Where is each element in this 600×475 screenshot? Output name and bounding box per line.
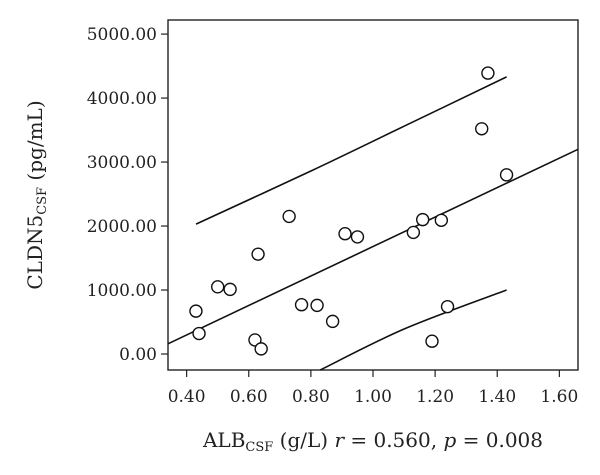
y-tick-label: 4000.00 — [87, 89, 157, 109]
y-axis-title: CLDN5CSF (pg/mL) — [23, 100, 50, 289]
x-axis-title-sub: CSF — [245, 440, 273, 455]
data-point — [475, 122, 489, 136]
data-point — [254, 342, 268, 356]
y-axis: 0.00 1000.00 2000.00 3000.00 4000.00 5000.00 — [87, 25, 168, 365]
x-tick-label: 1.00 — [354, 387, 392, 407]
data-point — [434, 213, 449, 227]
data-point — [325, 314, 340, 329]
y-axis-title-sub: CSF — [35, 187, 50, 215]
x-axis-stat-p-symbol: p — [443, 428, 456, 452]
x-tick-label: 0.40 — [168, 387, 206, 407]
data-point — [251, 247, 265, 261]
x-axis: 0.40 0.60 0.80 1.00 1.20 1.40 1.60 — [168, 370, 578, 407]
data-point — [350, 230, 365, 244]
confidence-bands — [195, 76, 507, 371]
data-point — [223, 282, 237, 297]
data-point — [440, 299, 455, 314]
x-axis-stat-r-symbol: r — [334, 428, 345, 452]
data-point — [294, 298, 309, 312]
y-tick-label: 1000.00 — [87, 281, 157, 301]
lower-confidence-curve — [319, 289, 507, 371]
data-point — [310, 298, 324, 313]
y-tick-label: 3000.00 — [87, 153, 157, 173]
data-points — [189, 66, 514, 356]
data-point — [192, 326, 206, 341]
data-point — [210, 280, 225, 294]
data-point — [338, 227, 352, 241]
upper-confidence-curve — [195, 76, 507, 225]
data-point — [282, 209, 296, 224]
x-axis-stat-p-value: = 0.008 — [456, 428, 543, 452]
data-point — [499, 168, 514, 182]
data-point — [248, 333, 262, 347]
regression-line — [167, 148, 579, 345]
x-tick-label: 1.40 — [478, 387, 516, 407]
plot-frame — [167, 19, 579, 371]
data-point — [415, 212, 430, 227]
data-point — [481, 66, 495, 80]
fit-line — [167, 148, 579, 345]
y-tick-label: 2000.00 — [87, 217, 157, 237]
x-axis-stat-r-value: = 0.560, — [344, 428, 443, 452]
x-tick-label: 1.60 — [540, 387, 578, 407]
y-axis-title-unit: (pg/mL) — [23, 100, 47, 187]
data-point — [406, 225, 421, 240]
x-tick-label: 0.60 — [230, 387, 268, 407]
y-axis-title-main: CLDN5 — [23, 215, 47, 290]
x-tick-label: 0.80 — [292, 387, 330, 407]
x-axis-title: ALBCSF (g/L) r = 0.560, p = 0.008 — [202, 428, 543, 455]
x-axis-title-unit: (g/L) — [273, 428, 334, 452]
x-tick-label: 1.20 — [416, 387, 454, 407]
y-tick-label: 0.00 — [119, 345, 157, 365]
y-tick-label: 5000.00 — [87, 25, 157, 45]
data-point — [189, 304, 203, 318]
x-axis-title-main: ALB — [202, 428, 245, 452]
data-point — [425, 334, 439, 348]
